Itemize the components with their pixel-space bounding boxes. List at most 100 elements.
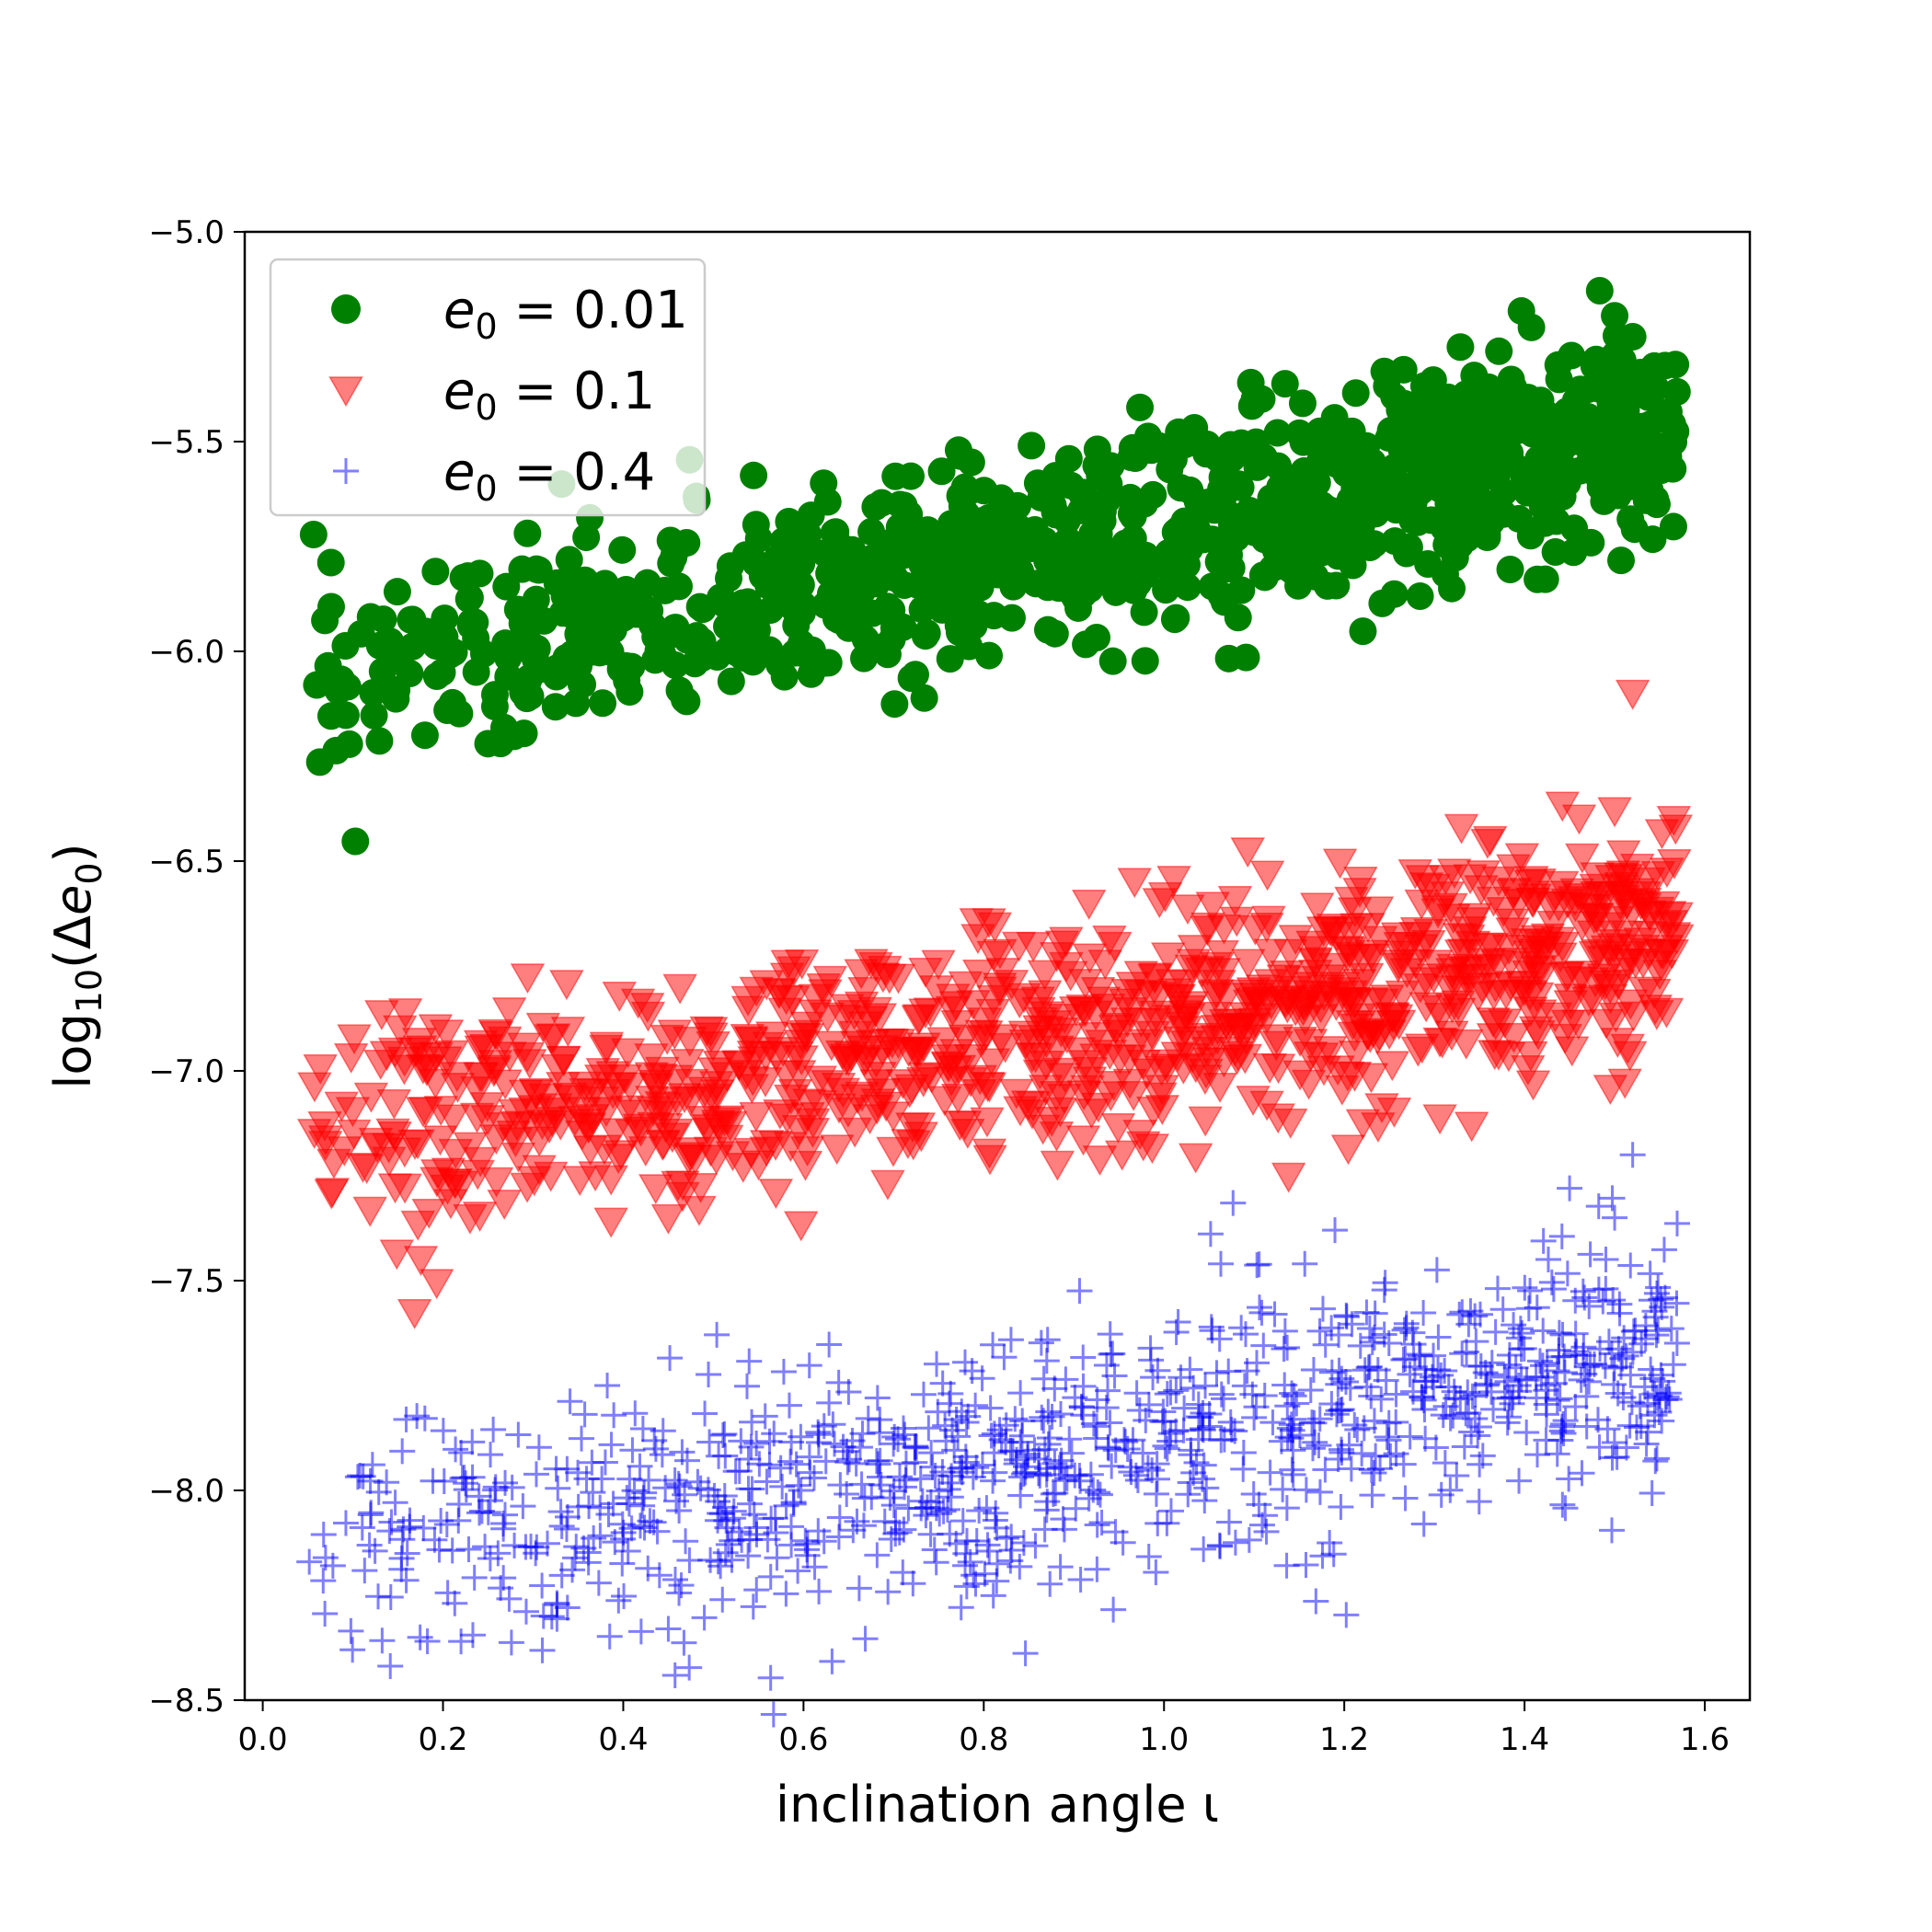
data-point [770,1359,797,1386]
data-point [1195,891,1230,923]
data-point [952,1443,979,1470]
data-point [1376,417,1405,445]
data-point [880,614,908,642]
data-point [1496,555,1524,583]
data-point [776,592,805,620]
data-point [1003,525,1031,554]
data-point [1270,1476,1296,1502]
data-point [924,1351,950,1377]
data-point [1474,1371,1501,1397]
data-point [1562,966,1597,997]
data-point [1224,604,1252,632]
data-point [426,1536,453,1563]
data-point [657,1345,684,1372]
data-point [892,1450,919,1477]
data-point [736,1526,763,1553]
data-point [430,1418,456,1444]
data-point [646,1562,673,1589]
data-point [897,1037,933,1068]
data-point [794,1542,821,1569]
data-point [1033,1348,1060,1374]
data-point [890,1559,916,1586]
data-point [1585,1193,1612,1220]
data-point [407,1624,433,1650]
data-point [1120,1427,1146,1454]
data-point [1332,937,1367,968]
data-point [1162,604,1190,632]
data-point [773,1581,799,1607]
series-2 [296,1142,1691,1728]
data-point [1246,1251,1272,1278]
data-point [1562,1287,1589,1314]
data-point [485,1540,512,1567]
data-point [671,1629,697,1656]
data-point [1219,906,1255,937]
data-point [1198,572,1226,601]
data-point [1610,948,1645,979]
data-point [1376,1097,1412,1128]
data-point [881,1423,908,1450]
data-point [740,461,768,489]
data-point [1535,1246,1561,1272]
data-point [1222,1529,1248,1556]
data-point [1620,515,1649,544]
data-point [696,1031,730,1062]
data-point [1597,797,1632,828]
data-point [847,596,876,625]
data-point [733,588,762,616]
data-point [1391,1317,1418,1343]
legend-box [269,258,707,517]
data-point [1451,1433,1478,1460]
data-point [1100,1596,1127,1623]
data-point [788,1150,823,1181]
data-point [1247,1294,1272,1321]
data-point [741,1150,776,1181]
data-point [684,1468,711,1495]
data-point [1414,549,1443,578]
data-point [296,1548,323,1575]
data-point [676,1654,703,1681]
data-point [1592,1352,1618,1379]
data-point [1200,1015,1236,1045]
data-point [312,1600,339,1627]
data-point [1607,546,1636,575]
data-point [1259,1409,1286,1436]
data-point [572,635,601,663]
data-point [819,1648,845,1674]
data-point [670,1049,705,1079]
data-point [921,949,956,981]
data-point [627,1453,653,1479]
data-point [1628,1330,1655,1357]
data-point [939,1417,966,1443]
data-point [764,1545,790,1571]
data-point [1373,1367,1399,1394]
data-point [926,1027,961,1058]
data-point [664,572,693,601]
data-point [1446,1301,1473,1328]
data-point [1085,1029,1121,1061]
data-point [585,1057,621,1088]
data-point [1359,1482,1386,1509]
data-point [781,1114,817,1145]
data-point [958,611,986,639]
data-point [1157,1498,1184,1524]
data-point [816,1331,843,1358]
data-point [785,1558,811,1584]
data-point [661,1662,688,1688]
data-point [316,592,345,621]
data-point [508,1079,544,1110]
data-point [1175,1481,1202,1508]
data-point [635,1555,661,1581]
legend-label: e0 = 0.4 [443,443,655,509]
data-point [587,1523,614,1549]
data-point [1598,1340,1625,1367]
data-point [316,702,345,730]
legend: e0 = 0.01 e0 = 0.1 e0 = 0.4 [269,258,707,517]
data-point [587,1494,614,1521]
data-point [474,730,502,758]
data-point [1217,1409,1244,1435]
data-point [1123,1380,1150,1407]
data-point [510,1172,545,1203]
data-point [1556,1466,1582,1492]
data-point [1264,531,1293,559]
